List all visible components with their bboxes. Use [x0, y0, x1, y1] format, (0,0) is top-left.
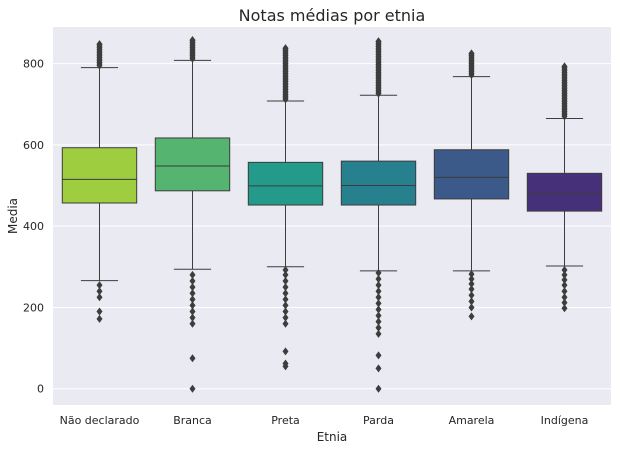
- outlier-point: [96, 287, 103, 296]
- outlier-point: [561, 298, 568, 307]
- outlier-point: [375, 275, 382, 283]
- outlier-point: [561, 62, 568, 71]
- outlier-point: [561, 293, 568, 302]
- outlier-point: [189, 277, 196, 286]
- y-tick-label: 600: [23, 139, 44, 152]
- y-tick-label: 400: [23, 220, 44, 233]
- x-tick-label: Amarela: [449, 414, 495, 427]
- iqr-box: [154, 137, 231, 192]
- y-tick-label: 800: [23, 58, 44, 71]
- y-tick-label: 0: [37, 383, 44, 396]
- outlier-point: [282, 319, 289, 328]
- outlier-point: [189, 354, 196, 363]
- outlier-point: [375, 317, 382, 326]
- outlier-point: [561, 266, 568, 275]
- outlier-point: [189, 270, 196, 279]
- outlier-point: [189, 319, 196, 328]
- plot-background: [53, 27, 611, 405]
- box-não-declarado: [61, 40, 138, 323]
- box-preta: [247, 44, 324, 371]
- outlier-point: [282, 283, 289, 292]
- outlier-point: [468, 275, 475, 283]
- outlier-point: [375, 37, 382, 46]
- x-axis-label: Etnia: [317, 430, 348, 444]
- outlier-point: [189, 289, 196, 298]
- outlier-point: [282, 307, 289, 316]
- outlier-point: [468, 303, 475, 312]
- y-axis-label: Media: [6, 198, 20, 234]
- outlier-point: [282, 266, 289, 275]
- box-branca: [154, 36, 231, 393]
- iqr-box: [247, 161, 324, 206]
- outlier-point: [189, 295, 196, 304]
- outlier-point: [282, 347, 289, 356]
- box-parda: [340, 37, 417, 393]
- outlier-point: [561, 304, 568, 313]
- y-tick-label: 200: [23, 301, 44, 314]
- outlier-point: [189, 301, 196, 310]
- outlier-point: [96, 293, 103, 302]
- grid-lines: [53, 63, 611, 390]
- x-tick-labels: Não declarado Branca Preta Parda Amarela Indí…: [60, 414, 589, 427]
- outlier-point: [375, 281, 382, 290]
- outlier-point: [96, 40, 103, 49]
- outlier-point: [96, 314, 103, 323]
- iqr-box: [340, 160, 417, 206]
- outlier-point: [282, 277, 289, 286]
- y-tick-labels: 0 200 400 600 800: [23, 58, 44, 396]
- outlier-point: [375, 299, 382, 308]
- outlier-point: [282, 289, 289, 298]
- outlier-point: [375, 311, 382, 320]
- outlier-point: [189, 384, 196, 393]
- outlier-point: [282, 359, 289, 368]
- box-amarela: [433, 49, 510, 321]
- x-tick-label: Parda: [363, 414, 394, 427]
- outlier-point: [468, 49, 475, 58]
- boxes: [61, 36, 603, 393]
- outlier-point: [282, 44, 289, 53]
- outlier-point: [189, 307, 196, 316]
- outlier-point: [375, 287, 382, 296]
- outlier-point: [189, 36, 196, 45]
- outlier-point: [561, 275, 568, 284]
- iqr-box: [61, 147, 138, 204]
- outlier-point: [282, 270, 289, 279]
- outlier-point: [375, 384, 382, 393]
- outlier-point: [189, 313, 196, 322]
- outlier-point: [375, 351, 382, 360]
- outlier-point: [468, 279, 475, 288]
- outlier-point: [375, 364, 382, 373]
- outlier-point: [468, 312, 475, 321]
- outlier-point: [561, 287, 568, 296]
- box-indígena: [526, 62, 603, 313]
- outlier-point: [282, 295, 289, 304]
- x-tick-label: Indígena: [541, 414, 589, 427]
- outlier-point: [96, 281, 103, 290]
- outlier-point: [375, 329, 382, 338]
- outlier-point: [375, 323, 382, 332]
- outlier-point: [375, 268, 382, 277]
- x-tick-label: Branca: [173, 414, 212, 427]
- x-tick-label: Não declarado: [60, 414, 140, 427]
- outlier-point: [561, 270, 568, 279]
- outlier-point: [468, 297, 475, 306]
- outlier-point: [282, 313, 289, 322]
- outlier-point: [468, 270, 475, 279]
- iqr-box: [526, 172, 603, 212]
- outlier-point: [375, 293, 382, 302]
- outlier-point: [375, 305, 382, 314]
- outlier-point: [189, 283, 196, 292]
- outlier-point: [468, 291, 475, 300]
- chart-title: Notas médias por etnia: [239, 6, 426, 25]
- x-tick-label: Preta: [271, 414, 300, 427]
- outlier-point: [468, 285, 475, 294]
- outlier-point: [282, 301, 289, 310]
- iqr-box: [433, 149, 510, 200]
- outlier-point: [561, 281, 568, 290]
- outlier-point: [96, 307, 103, 316]
